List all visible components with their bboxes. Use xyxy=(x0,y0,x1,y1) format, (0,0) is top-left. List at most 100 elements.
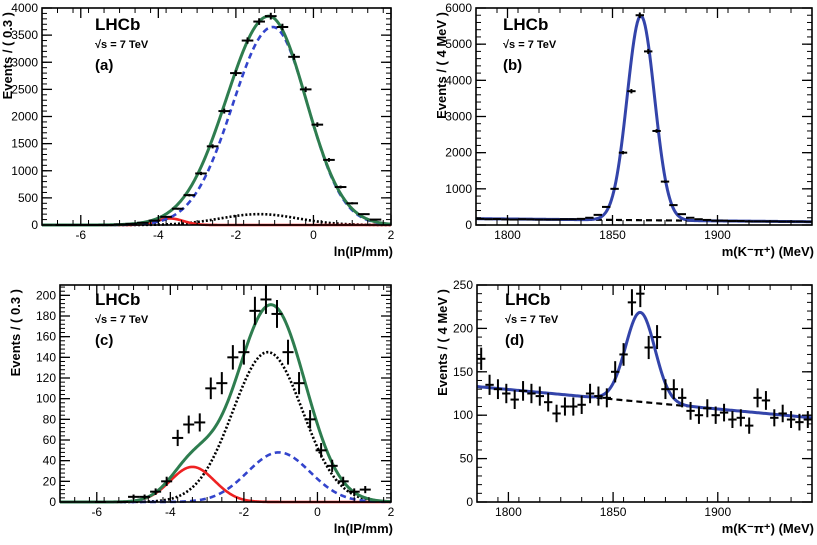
data-point xyxy=(271,299,283,328)
data-point xyxy=(348,488,360,495)
data-point xyxy=(703,399,712,418)
data-point xyxy=(711,406,720,424)
data-point xyxy=(618,151,628,155)
data-point xyxy=(694,218,703,221)
data-point xyxy=(161,476,173,486)
data-point xyxy=(669,204,678,207)
data-point xyxy=(276,23,289,31)
data-point xyxy=(477,347,486,370)
data-point xyxy=(315,443,327,458)
panel-label: (d) xyxy=(505,332,524,349)
y-tick-label: 100 xyxy=(453,408,473,422)
data-point xyxy=(544,392,553,412)
data-point xyxy=(728,220,737,223)
data-point xyxy=(172,429,184,447)
y-tick-label: 180 xyxy=(36,309,56,323)
data-point xyxy=(137,221,149,224)
data-point xyxy=(160,215,172,218)
data-point xyxy=(552,404,561,423)
experiment-label: LHCb xyxy=(95,290,140,309)
data-point xyxy=(476,217,485,220)
panel-b: 1800 1850 1900 0 1000 2000 3000 4000 5000 6000 LH… xyxy=(434,1,814,259)
data-point xyxy=(585,216,594,219)
data-point xyxy=(610,187,619,190)
data-point xyxy=(736,220,745,223)
y-tick-label: 4000 xyxy=(11,1,38,15)
data-point xyxy=(293,372,305,395)
curve-total xyxy=(476,310,813,420)
panel-label: (c) xyxy=(95,332,113,349)
data-point xyxy=(359,486,371,494)
y-axis-label: Events / ( 0.3 ) xyxy=(0,12,15,99)
data-point xyxy=(795,413,804,431)
data-point xyxy=(594,386,603,406)
energy-label: √s = 7 TeV xyxy=(95,314,149,326)
data-point xyxy=(501,218,510,221)
data-point xyxy=(728,411,737,429)
y-tick-label: 500 xyxy=(18,191,38,205)
data-point xyxy=(323,158,335,162)
data-point xyxy=(711,219,720,222)
data-point xyxy=(282,339,294,365)
experiment-label: LHCb xyxy=(503,15,548,34)
data-point xyxy=(686,216,695,219)
data-point xyxy=(183,415,195,434)
data-point xyxy=(560,397,570,416)
data-point xyxy=(795,220,804,223)
data-point xyxy=(311,122,324,127)
data-point xyxy=(644,335,653,360)
data-point xyxy=(585,383,595,404)
curve-signal xyxy=(42,25,392,227)
data-point xyxy=(264,12,277,20)
data-point xyxy=(660,180,670,183)
x-axis-label: ln(IP/mm) xyxy=(334,244,393,259)
y-tick-label: 3500 xyxy=(11,28,38,42)
data-point xyxy=(194,413,206,432)
experiment-label: LHCb xyxy=(505,290,550,309)
data-point xyxy=(551,218,560,221)
data-point xyxy=(661,379,670,400)
data-point xyxy=(150,488,162,495)
y-tick-label: 160 xyxy=(36,330,56,344)
data-point xyxy=(326,459,338,472)
x-tick-label: 2 xyxy=(388,505,395,519)
x-tick-label: 1900 xyxy=(704,505,731,519)
energy-label: √s = 7 TeV xyxy=(505,314,559,326)
y-tick-label: 1000 xyxy=(11,164,38,178)
data-point xyxy=(719,403,729,422)
data-point xyxy=(803,220,812,223)
y-tick-label: 0 xyxy=(31,218,38,232)
data-point xyxy=(216,372,228,395)
data-point xyxy=(526,218,535,221)
y-tick-label: 5000 xyxy=(445,37,472,51)
data-point xyxy=(652,325,662,350)
y-tick-label: 1500 xyxy=(11,137,38,151)
data-point xyxy=(346,202,359,205)
panel-label: (a) xyxy=(95,57,113,74)
data-point xyxy=(535,386,544,406)
data-point xyxy=(560,218,569,221)
energy-label: √s = 7 TeV xyxy=(95,39,149,51)
data-point xyxy=(337,476,349,486)
data-point xyxy=(569,397,578,416)
x-tick-label: 0 xyxy=(314,505,321,519)
data-point xyxy=(803,411,812,429)
y-tick-label: 3000 xyxy=(11,55,38,69)
data-point xyxy=(206,144,219,149)
x-tick-label: -6 xyxy=(75,228,86,242)
y-tick-label: 40 xyxy=(43,454,57,468)
data-point xyxy=(602,205,611,208)
data-point xyxy=(736,409,745,427)
data-point xyxy=(778,404,787,423)
data-point xyxy=(334,185,347,189)
y-axis-label: Events / ( 4 MeV ) xyxy=(434,12,449,119)
panel-a: -6 -4 -2 0 2 0 500 1000 1500 2000 2500 3000 3500 4000… xyxy=(0,1,395,259)
y-tick-label: 60 xyxy=(43,433,57,447)
data-point xyxy=(195,171,207,176)
x-tick-label: -2 xyxy=(231,228,242,242)
data-point xyxy=(593,213,602,216)
data-point xyxy=(577,395,586,414)
data-point xyxy=(484,218,493,221)
data-point xyxy=(576,217,586,220)
x-tick-label: -4 xyxy=(165,505,176,519)
